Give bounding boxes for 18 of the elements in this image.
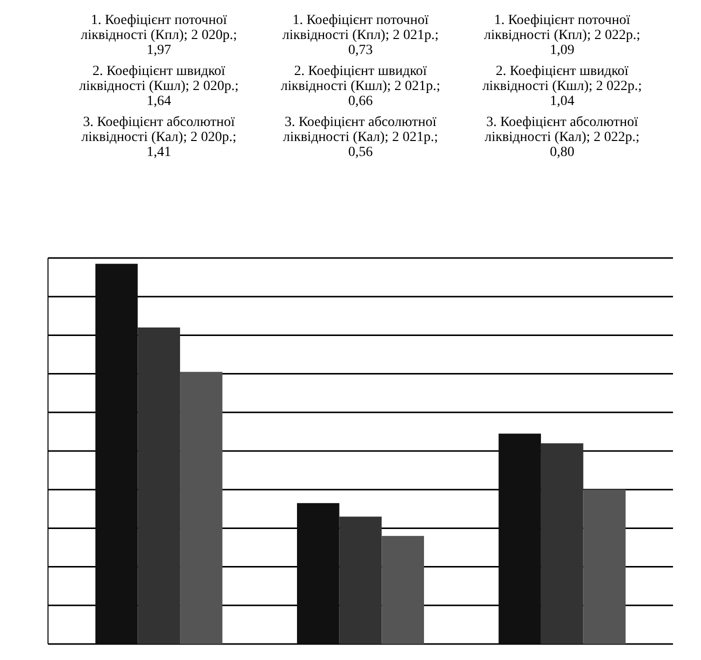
data-label: 2. Коефіцієнт швидкої ліквідності (Кшл); 2 022р.; 1,04 — [482, 64, 642, 109]
data-label: 3. Коефіцієнт абсолютної ліквідності (Кал); 2 020р.; 1,41 — [81, 115, 236, 160]
bar — [95, 264, 138, 644]
data-label: 3. Коефіцієнт абсолютної ліквідності (Кал); 2 021р.; 0,56 — [283, 115, 438, 160]
bar — [339, 516, 382, 644]
bar — [296, 503, 340, 644]
data-label: 3. Коефіцієнт абсолютної ліквідності (Кал); 2 022р.; 0,80 — [484, 115, 640, 160]
bar — [498, 434, 541, 644]
data-label: 1. Коефіцієнт поточної ліквідності (Кпл); 2 022р.; 1,09 — [484, 13, 640, 58]
bar — [540, 443, 584, 644]
data-label: 2. Коефіцієнт швидкої ліквідності (Кшл); 2 021р.; 0,66 — [280, 64, 440, 109]
data-label: 1. Коефіцієнт поточної ліквідності (Кпл); 2 021р.; 0,73 — [282, 13, 439, 58]
data-label: 2. Коефіцієнт швидкої ліквідності (Кшл); 2 020р.; 1,64 — [79, 64, 239, 109]
bar — [180, 372, 222, 644]
bar — [382, 536, 424, 644]
bar — [138, 327, 180, 644]
data-label: 1. Коефіцієнт поточної ліквідності (Кпл); 2 020р.; 1,97 — [80, 13, 238, 58]
bar — [583, 490, 626, 644]
